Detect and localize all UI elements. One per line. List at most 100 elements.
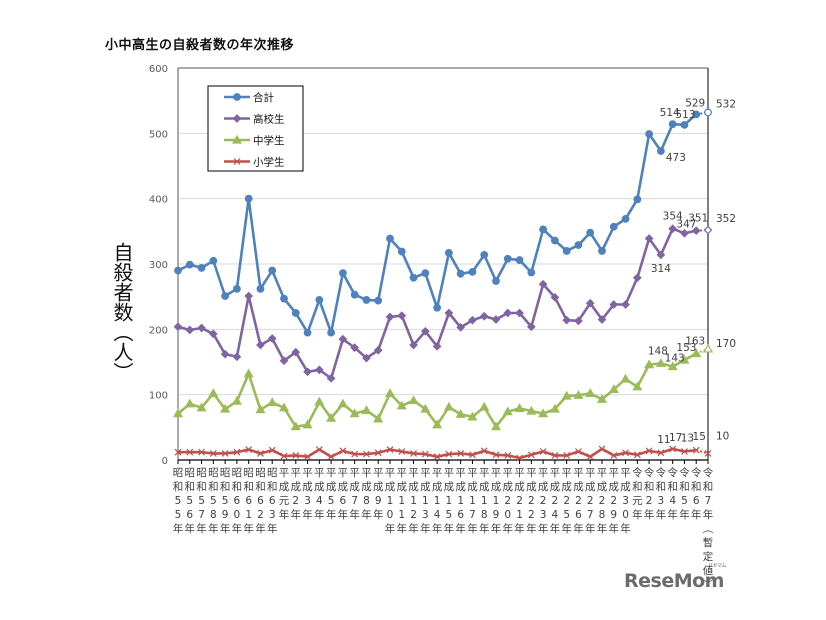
y-tick-label: 0: [162, 456, 168, 467]
svg-text:8: 8: [210, 509, 217, 521]
logo-text: ReseMom: [624, 570, 724, 592]
svg-text:平: 平: [609, 467, 620, 479]
svg-text:昭: 昭: [267, 467, 278, 479]
svg-text:成: 成: [397, 481, 408, 493]
svg-text:0: 0: [622, 509, 629, 521]
svg-text:成: 成: [279, 481, 290, 493]
svg-text:3: 3: [269, 509, 276, 521]
svg-text:︶: ︶: [703, 579, 714, 591]
svg-text:年: 年: [408, 522, 419, 535]
svg-text:2: 2: [257, 509, 264, 521]
svg-text:昭: 昭: [243, 467, 254, 479]
x-tick-label: 平成 2 1年: [514, 467, 525, 535]
svg-text:成: 成: [420, 481, 431, 493]
svg-text:2: 2: [599, 495, 606, 507]
svg-text:成: 成: [385, 481, 396, 493]
svg-text:2: 2: [610, 495, 617, 507]
x-tick-label: 令和 6年: [691, 466, 702, 521]
svg-text:6: 6: [257, 495, 264, 507]
svg-text:8: 8: [363, 495, 370, 507]
svg-text:和: 和: [196, 481, 207, 493]
svg-text:平: 平: [467, 467, 478, 479]
svg-text:成: 成: [455, 481, 466, 493]
data-label: 514: [660, 107, 680, 119]
x-tick-label: 昭和 6 2年: [255, 467, 266, 535]
svg-text:8: 8: [599, 509, 606, 521]
svg-text:年: 年: [467, 522, 478, 535]
x-tick-label: 平成 2 5年: [561, 467, 572, 535]
svg-text:2: 2: [646, 495, 653, 507]
svg-text:令: 令: [667, 466, 678, 479]
svg-text:年: 年: [573, 522, 584, 535]
x-tick-label: 昭和 5 6年: [185, 467, 196, 535]
x-tick-label: 平成 4年: [314, 467, 325, 521]
svg-text:年: 年: [196, 522, 207, 535]
svg-text:年: 年: [679, 508, 690, 521]
svg-text:7: 7: [469, 509, 476, 521]
svg-text:5: 5: [175, 509, 182, 521]
x-tick-label: 平成 1 2年: [408, 467, 419, 535]
svg-text:3: 3: [422, 509, 429, 521]
svg-text:昭: 昭: [208, 467, 219, 479]
svg-text:年: 年: [597, 522, 608, 535]
x-tick-label: 令和 4年: [667, 466, 678, 521]
svg-text:成: 成: [503, 481, 514, 493]
svg-text:平: 平: [291, 467, 302, 479]
svg-text:昭: 昭: [173, 467, 184, 479]
svg-text:年: 年: [232, 522, 243, 535]
data-label: 354: [663, 211, 683, 223]
svg-text:年: 年: [491, 522, 502, 535]
svg-text:0: 0: [234, 509, 241, 521]
svg-text:昭: 昭: [255, 467, 266, 479]
svg-text:2: 2: [575, 495, 582, 507]
svg-text:成: 成: [444, 481, 455, 493]
svg-text:平: 平: [620, 467, 631, 479]
svg-text:成: 成: [432, 481, 443, 493]
svg-text:年: 年: [326, 508, 337, 521]
data-label: 513: [675, 109, 695, 121]
svg-text:和: 和: [220, 481, 231, 493]
svg-text:年: 年: [255, 522, 266, 535]
svg-text:平: 平: [338, 467, 349, 479]
svg-text:成: 成: [467, 481, 478, 493]
x-tick-label: 平成 1 5年: [444, 467, 455, 535]
x-tick-label: 昭和 6 1年: [243, 467, 254, 535]
svg-text:年: 年: [349, 508, 360, 521]
svg-text:和: 和: [255, 481, 266, 493]
svg-text:2: 2: [528, 509, 535, 521]
svg-text:和: 和: [243, 481, 254, 493]
svg-text:成: 成: [326, 481, 337, 493]
series-high_school: [173, 224, 713, 383]
svg-text:成: 成: [491, 481, 502, 493]
svg-text:2: 2: [516, 495, 523, 507]
svg-text:年: 年: [526, 522, 537, 535]
y-tick-label: 100: [149, 391, 168, 402]
svg-text:成: 成: [561, 481, 572, 493]
svg-text:9: 9: [222, 509, 229, 521]
svg-text:成: 成: [597, 481, 608, 493]
x-tick-label: 平成 7年: [349, 467, 360, 521]
svg-text:年: 年: [267, 522, 278, 535]
svg-text:年: 年: [420, 522, 431, 535]
svg-text:成: 成: [609, 481, 620, 493]
svg-text:年: 年: [397, 522, 408, 535]
svg-text:成: 成: [373, 481, 384, 493]
series-junior_high: [172, 343, 714, 431]
svg-text:定: 定: [703, 550, 714, 563]
svg-text:平: 平: [479, 467, 490, 479]
svg-text:和: 和: [232, 481, 243, 493]
svg-text:6: 6: [340, 495, 347, 507]
x-tick-label: 平成 2 6年: [573, 467, 584, 535]
svg-text:年: 年: [503, 522, 514, 535]
svg-text:合計: 合計: [253, 91, 274, 104]
x-tick-label: 平成 1 7年: [467, 467, 478, 535]
svg-text:平: 平: [302, 467, 313, 479]
svg-text:年: 年: [514, 522, 525, 535]
x-tick-label: 平成 2 7年: [585, 467, 596, 535]
svg-text:成: 成: [573, 481, 584, 493]
data-label: 17: [669, 432, 682, 444]
svg-text:令: 令: [691, 466, 702, 479]
